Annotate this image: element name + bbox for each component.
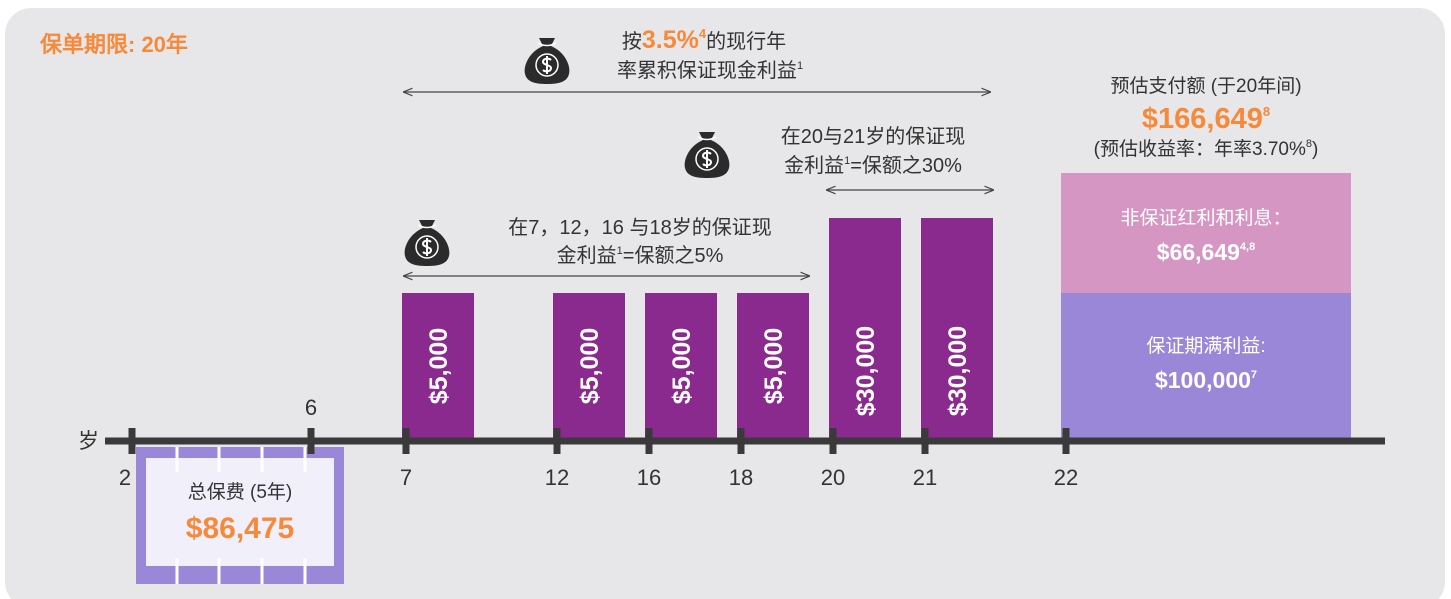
- guaranteed-label: 保证期满利益:: [1146, 335, 1265, 357]
- tick-label: 2: [119, 465, 131, 490]
- bar-label: $30,000: [944, 326, 972, 416]
- note-accumulate-line2: 率累积保证现金利益1: [617, 59, 803, 82]
- tick-label: 22: [1054, 465, 1078, 490]
- tick-mark: [737, 428, 745, 454]
- bar: [553, 293, 625, 438]
- bar: [402, 293, 474, 438]
- tick-label: 20: [821, 465, 845, 490]
- tick-mark: [402, 428, 410, 454]
- note-accumulate-line1: 按3.5%4的现行年: [622, 26, 786, 54]
- ticks: 2 6 7 12 16 18 20 21 22: [119, 395, 1078, 490]
- tick-mark: [921, 428, 929, 454]
- non-guaranteed-block: [1061, 173, 1351, 293]
- bars: $5,000 $5,000 $5,000 $5,000 $30,000 $30,000: [402, 218, 993, 438]
- payout-label: 预估支付额 (于20年间): [1110, 75, 1301, 97]
- premium-amount: $86,475: [186, 512, 294, 545]
- non-guaranteed-amount: $66,6494,8: [1157, 239, 1255, 265]
- bar: [645, 293, 717, 438]
- tick-label: 12: [545, 465, 569, 490]
- panel: [5, 8, 1445, 599]
- payout-amount: $166,6498: [1142, 103, 1270, 135]
- guaranteed-amount: $100,0007: [1155, 367, 1257, 393]
- non-guaranteed-label: 非保证红利和利息：: [1120, 207, 1291, 229]
- guaranteed-block: [1061, 293, 1351, 438]
- bar-label: $5,000: [760, 328, 788, 404]
- note-early-line2: 金利益1=保额之5%: [557, 244, 724, 267]
- bar: [829, 218, 901, 438]
- bar-label: $5,000: [668, 328, 696, 404]
- bar-label: $5,000: [425, 328, 453, 404]
- bar: [737, 293, 809, 438]
- tick-mark: [553, 428, 561, 454]
- tick-label: 18: [729, 465, 753, 490]
- note-late-line2: 金利益1=保额之30%: [784, 154, 962, 177]
- tick-label: 7: [400, 465, 412, 490]
- tick-mark: [128, 428, 136, 454]
- note-early-line1: 在7，12，16 与18岁的保证现: [508, 216, 771, 239]
- bar-label: $30,000: [852, 326, 880, 416]
- premium-label: 总保费 (5年): [188, 481, 293, 503]
- tick-mark: [1062, 428, 1070, 454]
- bar: [921, 218, 993, 438]
- note-late-line1: 在20与21岁的保证现: [781, 125, 966, 148]
- tick-mark: [645, 428, 653, 454]
- bar-label: $5,000: [576, 328, 604, 404]
- tick-mark: [829, 428, 837, 454]
- axis-label: 岁: [78, 430, 99, 453]
- tick-label: 6: [305, 395, 317, 420]
- title: 保单期限: 20年: [39, 32, 188, 57]
- tick-label: 16: [637, 465, 661, 490]
- premium-label-bg: [150, 472, 330, 558]
- payout-yield: (预估收益率：年率3.70%8): [1094, 138, 1319, 160]
- tick-label: 21: [913, 465, 937, 490]
- tick-mark: [307, 428, 315, 454]
